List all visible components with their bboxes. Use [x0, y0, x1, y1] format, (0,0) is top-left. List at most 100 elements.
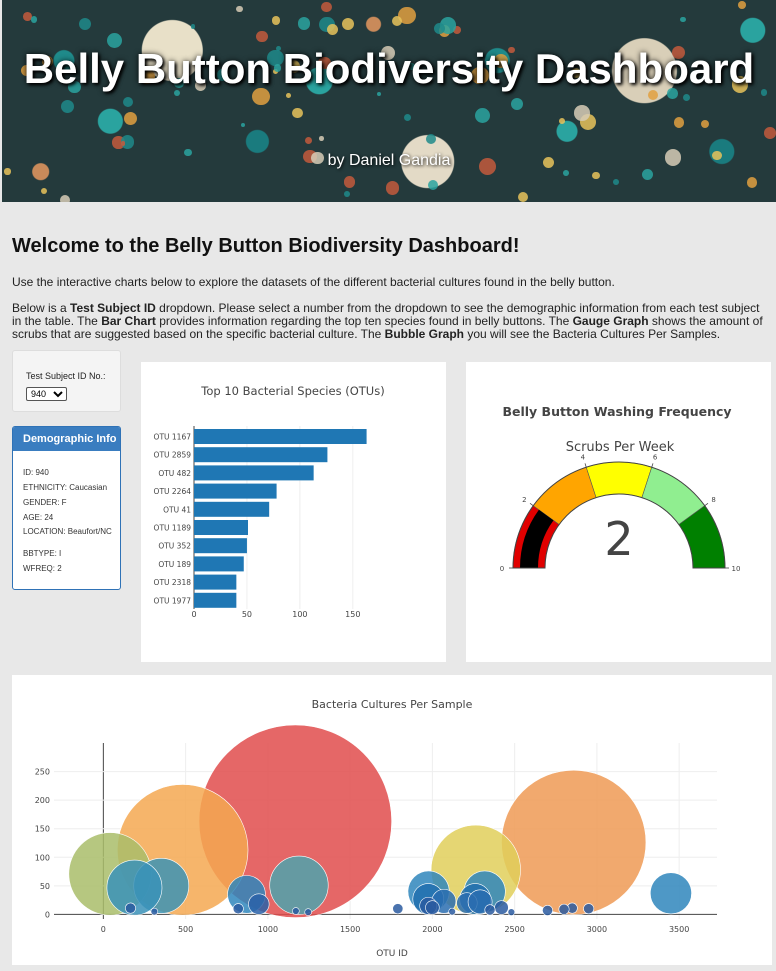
bar-otu-2318[interactable] [194, 574, 237, 590]
gauge-tick [651, 463, 654, 468]
bar-chart-title: Top 10 Bacterial Species (OTUs) [200, 384, 384, 398]
bar-otu-2264[interactable] [194, 483, 277, 499]
hero-bacteria-speck [667, 88, 678, 99]
hero-bacteria-speck [508, 46, 515, 54]
bubble-point[interactable] [558, 903, 570, 915]
gauge-tick [704, 503, 709, 507]
intro-bold-bubble-graph: Bubble Graph [384, 327, 465, 341]
bubble-point[interactable] [649, 872, 692, 915]
subject-select-label: Test Subject ID No.: [26, 371, 106, 381]
hero-bacteria-speck [510, 98, 524, 111]
bubble-point[interactable] [106, 859, 163, 916]
bubble-x-tick-label: 2000 [422, 925, 442, 934]
hero-bacteria-speck [275, 46, 281, 51]
hero-bacteria-speck [184, 148, 192, 157]
hero-bacteria-speck [433, 23, 445, 34]
hero-bacteria-speck [471, 66, 489, 85]
gauge-tick-label: 4 [581, 454, 586, 462]
hero-bacteria-speck [494, 53, 509, 68]
hero-bacteria-speck [343, 176, 355, 188]
bubble-point[interactable] [269, 855, 329, 915]
bubble-point[interactable] [494, 900, 509, 915]
gauge-chart-card: Belly Button Washing Frequency Scrubs Pe… [466, 362, 771, 662]
hero-bacteria-speck [240, 123, 245, 128]
hero-bacteria-speck [30, 16, 38, 23]
hero-bacteria-speck [746, 177, 758, 188]
bar-y-tick-label: OTU 1977 [154, 596, 192, 605]
bubble-point[interactable] [392, 903, 404, 915]
bar-y-tick-label: OTU 2318 [154, 578, 192, 587]
bubble-point[interactable] [425, 900, 440, 915]
hero-bacteria-speck [318, 56, 331, 70]
bubble-point[interactable] [448, 907, 456, 916]
bar-otu-41[interactable] [194, 501, 270, 517]
hero-bacteria-speck [173, 78, 184, 88]
hero-bacteria-speck [216, 69, 229, 81]
gauge-value: 2 [604, 512, 633, 566]
bubble-point[interactable] [304, 908, 312, 916]
subject-id-dropdown[interactable]: 940 [26, 387, 67, 401]
hero-bacteria-speck [60, 99, 75, 113]
bubble-point[interactable] [507, 908, 516, 916]
hero-bacteria-speck [562, 170, 569, 176]
hero-bacteria-speck [712, 150, 722, 161]
bubble-point[interactable] [150, 907, 159, 916]
intro-paragraph-1: Use the interactive charts below to expl… [12, 275, 615, 289]
gauge-tick-label: 8 [711, 496, 715, 504]
hero-bacteria-speck [305, 137, 313, 145]
bar-chart[interactable]: Top 10 Bacterial Species (OTUs) OTU 1167… [141, 362, 446, 662]
intro-bold-bar-chart: Bar Chart [101, 314, 156, 328]
bubble-point[interactable] [232, 903, 244, 915]
hero-bacteria-speck [425, 134, 436, 145]
bubble-point[interactable] [292, 907, 300, 915]
intro-text: Below is a [12, 301, 71, 315]
hero-bacteria-speck [386, 181, 400, 195]
bubble-point[interactable] [248, 893, 270, 915]
hero-bacteria-speck [408, 62, 416, 70]
intro-text: provides information regarding the top t… [155, 314, 573, 328]
bubble-chart-title: Bacteria Cultures Per Sample [312, 698, 473, 711]
gauge-chart[interactable]: Belly Button Washing Frequency Scrubs Pe… [466, 362, 771, 662]
hero-bacteria-speck [236, 5, 243, 13]
bubble-x-axis-label: OTU ID [376, 949, 408, 959]
gauge-value-bar [520, 509, 554, 568]
demo-age: AGE: 24 [23, 513, 54, 522]
hero-bacteria-speck [297, 17, 311, 30]
bar-otu-482[interactable] [194, 465, 314, 481]
intro-heading: Welcome to the Belly Button Biodiversity… [12, 235, 520, 257]
intro-text: dropdown. Please select a number from th… [12, 301, 760, 328]
bar-otu-189[interactable] [194, 556, 244, 572]
bubble-chart-card: Bacteria Cultures Per Sample 0 500 1000 150… [12, 675, 772, 965]
bubble-point[interactable] [501, 769, 647, 915]
bubble-y-tick-label: 0 [45, 910, 50, 919]
gauge-title: Belly Button Washing Frequency [502, 404, 731, 419]
subject-selector-panel: Test Subject ID No.: 940 [12, 350, 121, 412]
gauge-tick [529, 503, 534, 507]
bar-x-tick-label: 150 [345, 610, 360, 619]
bar-otu-2859[interactable] [194, 447, 328, 463]
intro-bold-test-subject: Test Subject ID [70, 301, 156, 315]
hero-bacteria-speck [4, 168, 11, 175]
bubble-point[interactable] [583, 903, 595, 915]
hero-bacteria-speck [647, 90, 658, 101]
hero-bacteria-speck [286, 93, 291, 99]
hero-bacteria-speck [341, 17, 354, 31]
hero-bacteria-speck [680, 16, 686, 22]
bubble-point[interactable] [125, 902, 136, 914]
bubble-y-tick-label: 100 [35, 853, 50, 862]
bar-otu-1189[interactable] [194, 520, 248, 535]
bubble-point[interactable] [542, 904, 554, 916]
bar-otu-352[interactable] [194, 538, 247, 554]
bar-y-tick-label: OTU 2264 [154, 487, 192, 496]
hero-bacteria-speck [398, 7, 416, 25]
hero-bacteria-speck [190, 24, 196, 29]
intro-text: shows the amount of scrubs that are sugg… [12, 314, 763, 341]
hero-bacteria-speck [452, 26, 461, 35]
bar-otu-1167[interactable] [194, 429, 367, 444]
hero-bacteria-speck [122, 96, 134, 108]
bubble-chart[interactable]: Bacteria Cultures Per Sample 0 500 1000 150… [12, 675, 772, 965]
hero-bacteria-speck [612, 179, 619, 185]
bubble-point[interactable] [484, 904, 496, 916]
bar-otu-1977[interactable] [194, 592, 237, 608]
bar-x-tick-label: 100 [292, 610, 307, 619]
